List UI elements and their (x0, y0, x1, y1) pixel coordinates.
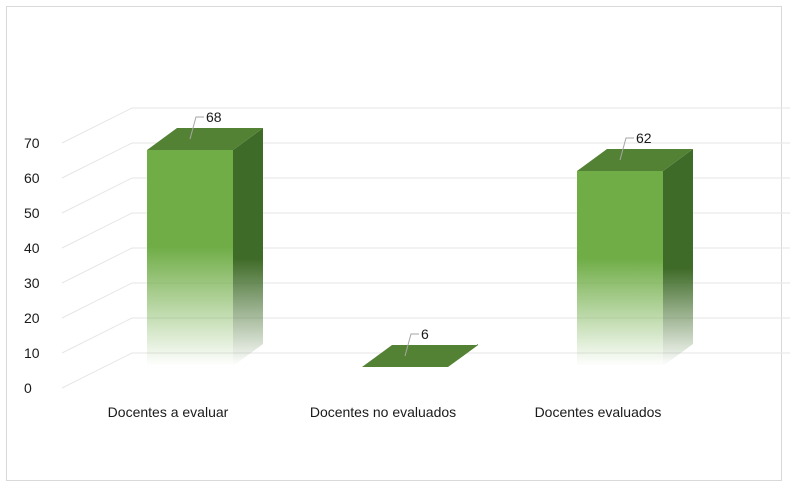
y-tick-label: 0 (24, 380, 32, 396)
gridline-diag (61, 247, 133, 284)
bar-top-face (147, 128, 263, 150)
bar-side-face (663, 149, 693, 366)
y-tick-label: 20 (24, 310, 40, 326)
bar-front-face (147, 150, 233, 366)
gridline-diag (61, 212, 133, 249)
gridline-diag (61, 352, 133, 389)
data-label-leader (189, 116, 204, 140)
bar-top-face (362, 345, 478, 367)
gridline-diag (61, 282, 133, 319)
x-category-label: Docentes a evaluar (108, 404, 229, 420)
data-label: 62 (636, 130, 652, 146)
bar-front-face (577, 171, 663, 366)
y-tick-label: 10 (24, 345, 40, 361)
y-tick-label: 40 (24, 240, 40, 256)
data-label: 6 (421, 326, 429, 342)
y-tick-label: 50 (24, 205, 40, 221)
y-tick-label: 70 (24, 135, 40, 151)
bar-3 (577, 149, 693, 366)
gridline-diag (61, 142, 133, 179)
bar-1 (147, 128, 263, 366)
data-label: 68 (206, 109, 222, 125)
x-axis-categories: Docentes a evaluar Docentes no evaluados D… (108, 404, 662, 420)
x-category-label: Docentes evaluados (535, 404, 662, 420)
gridline-diag (61, 317, 133, 354)
gridline-diag (61, 177, 133, 214)
data-label-leader (404, 333, 419, 357)
y-tick-label: 30 (24, 275, 40, 291)
data-labels: 68 6 62 (189, 109, 652, 357)
bar-top-face (577, 149, 693, 171)
bar-side-face (233, 128, 263, 366)
bar-2 (362, 344, 478, 367)
x-category-label: Docentes no evaluados (310, 404, 456, 420)
bars (147, 128, 693, 367)
y-tick-label: 60 (24, 170, 40, 186)
gridline-diag (61, 107, 133, 144)
y-axis-ticks: 0 10 20 30 40 50 60 70 (24, 135, 40, 396)
data-label-leader (619, 137, 634, 161)
